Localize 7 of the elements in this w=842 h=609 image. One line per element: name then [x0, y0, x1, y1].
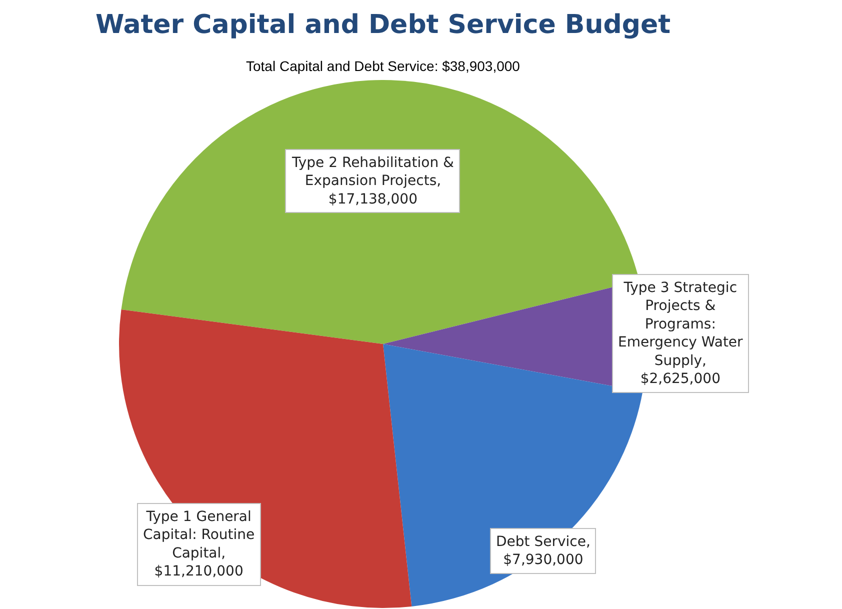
chart-subtitle: Total Capital and Debt Service: $38,903,000 — [246, 58, 520, 74]
slice-label: Type 2 Rehabilitation & Expansion Projects, $17,138,000 — [291, 155, 454, 208]
pie-slice — [119, 310, 412, 608]
slice-label: Type 3 Strategic Projects & Programs: Emergency Water Supply, $2,625,000 — [618, 280, 744, 387]
slice-label: Type 1 General Capital: Routine Capital, $11,210,000 — [143, 509, 255, 580]
slice-label: Debt Service, $7,930,000 — [496, 534, 590, 568]
chart-title: Water Capital and Debt Service Budget — [95, 10, 671, 40]
